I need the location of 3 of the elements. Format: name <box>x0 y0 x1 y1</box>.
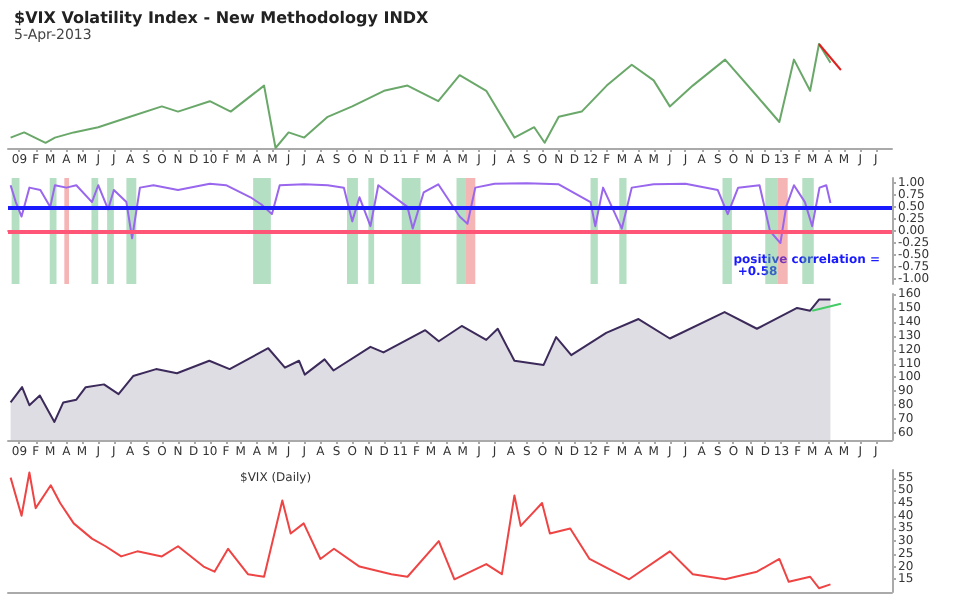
line-series <box>9 182 832 245</box>
chart-title: $VIX Volatility Index - New Methodology INDX <box>14 9 431 27</box>
line-series <box>9 471 832 590</box>
